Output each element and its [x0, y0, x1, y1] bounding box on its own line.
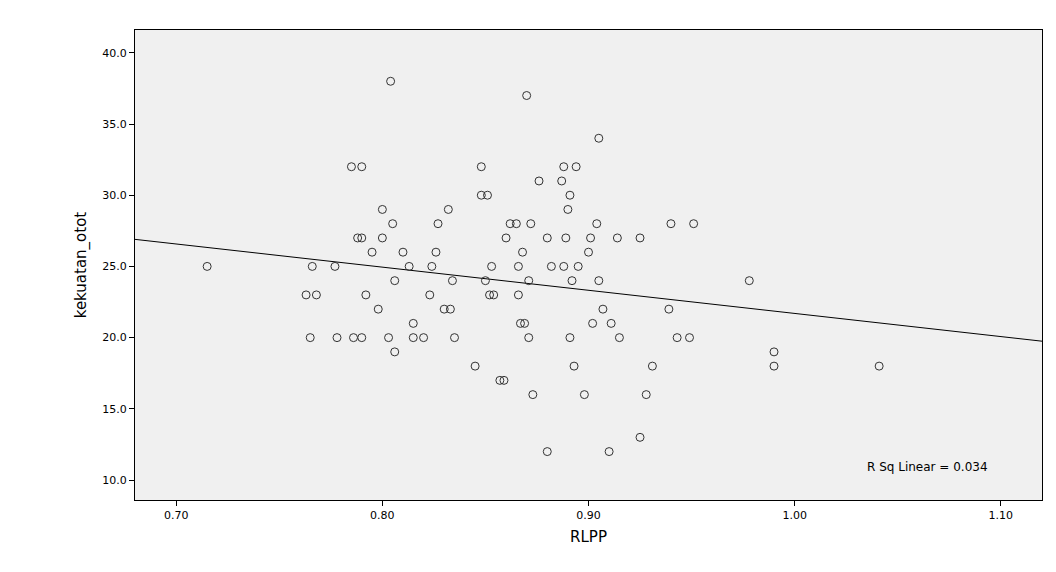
svg-text:20.0: 20.0: [102, 331, 127, 344]
svg-text:R Sq Linear = 0.034: R Sq Linear = 0.034: [867, 460, 988, 474]
svg-text:0.80: 0.80: [370, 509, 395, 522]
svg-text:1.00: 1.00: [782, 509, 807, 522]
svg-text:1.10: 1.10: [989, 509, 1014, 522]
svg-text:25.0: 25.0: [102, 260, 127, 273]
svg-text:RLPP: RLPP: [570, 528, 607, 546]
svg-text:40.0: 40.0: [102, 47, 127, 60]
svg-text:15.0: 15.0: [102, 403, 127, 416]
svg-text:10.0: 10.0: [102, 474, 127, 487]
svg-text:kekuatan_otot: kekuatan_otot: [72, 212, 91, 319]
svg-text:0.70: 0.70: [164, 509, 189, 522]
svg-text:0.90: 0.90: [576, 509, 601, 522]
svg-text:30.0: 30.0: [102, 189, 127, 202]
svg-text:35.0: 35.0: [102, 118, 127, 131]
